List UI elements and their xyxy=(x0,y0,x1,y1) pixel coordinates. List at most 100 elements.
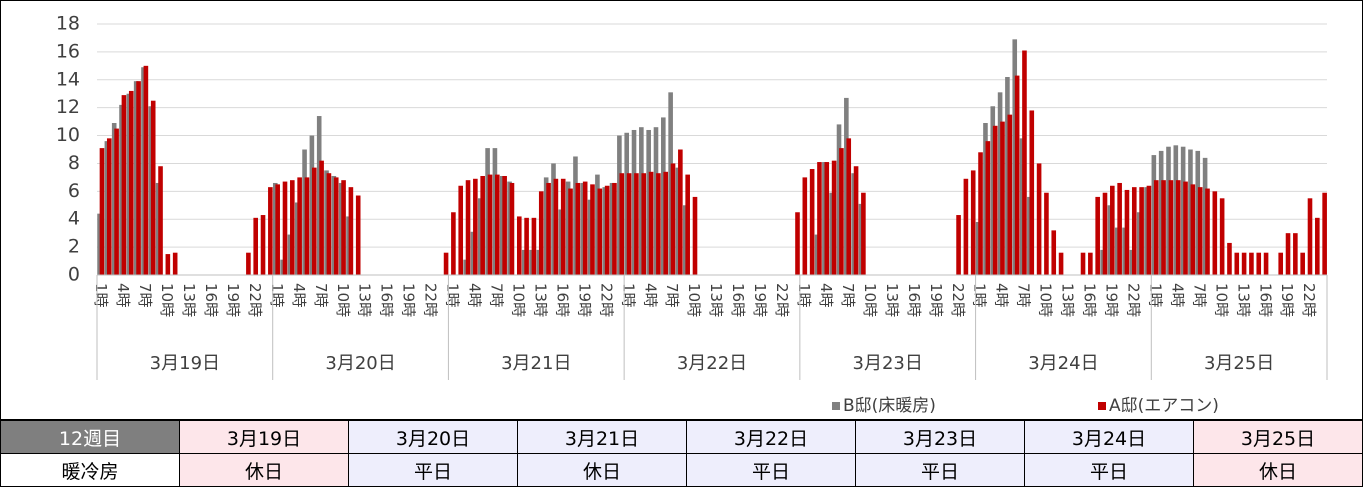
bar xyxy=(573,156,578,275)
bar xyxy=(858,203,864,275)
bar xyxy=(963,178,969,275)
table-cell: 3月25日 xyxy=(1193,420,1363,454)
bar xyxy=(624,132,630,275)
x-tick-label: 4時 xyxy=(290,283,308,308)
bar xyxy=(1227,242,1232,275)
table-cell: 3月20日 xyxy=(348,420,518,454)
legend-label: B邸(床暖房) xyxy=(843,396,936,416)
table-cell: 休日 xyxy=(1193,453,1363,487)
bar xyxy=(565,181,571,275)
bar xyxy=(1139,187,1144,275)
x-tick-label: 1時 xyxy=(92,283,110,308)
bar xyxy=(1197,187,1203,275)
bar xyxy=(451,212,456,275)
table-cell: 3月22日 xyxy=(686,420,856,454)
bar xyxy=(97,213,102,275)
bar xyxy=(653,127,659,275)
bar xyxy=(846,138,852,275)
bar xyxy=(458,185,464,275)
bar xyxy=(509,182,515,275)
bar xyxy=(817,162,822,275)
schedule-table: 12週目 3月19日 3月20日 3月21日 3月22日 3月23日 3月24日 3月25日 … xyxy=(0,420,1363,487)
bar xyxy=(560,178,566,275)
bar xyxy=(678,149,683,275)
bar xyxy=(302,149,307,275)
bar xyxy=(575,182,581,275)
bar xyxy=(997,92,1003,275)
table-cell: 暖冷房 xyxy=(0,453,180,487)
bar xyxy=(1058,252,1064,275)
x-tick-label: 1時 xyxy=(619,283,637,308)
bar xyxy=(675,167,681,275)
x-tick-label: 19時 xyxy=(224,283,242,317)
group-label: 3月23日 xyxy=(853,353,923,374)
bar xyxy=(641,173,647,275)
x-tick-label: 19時 xyxy=(751,283,769,317)
bar xyxy=(1114,227,1120,275)
bar xyxy=(802,177,808,275)
x-tick-label: 13時 xyxy=(531,283,549,317)
bar xyxy=(1180,146,1186,275)
bar xyxy=(516,216,522,275)
bar xyxy=(839,148,844,275)
x-tick-label: 22時 xyxy=(246,283,264,317)
bar xyxy=(485,148,490,275)
bar xyxy=(297,177,302,275)
y-tick-label: 0 xyxy=(68,264,80,286)
bar xyxy=(465,180,471,275)
bar xyxy=(341,180,346,275)
bar xyxy=(495,174,500,275)
bar xyxy=(331,175,337,275)
bar xyxy=(1124,189,1130,275)
bar xyxy=(602,187,608,275)
bar xyxy=(150,100,156,275)
bar xyxy=(524,217,529,275)
bar xyxy=(1080,252,1086,275)
bar xyxy=(1256,252,1262,275)
x-tick-label: 16時 xyxy=(729,283,747,317)
x-tick-label: 19時 xyxy=(575,283,593,317)
bar xyxy=(1151,155,1157,275)
bar xyxy=(1095,196,1100,275)
bar xyxy=(983,123,988,275)
x-tick-label: 22時 xyxy=(422,283,440,317)
x-tick-label: 1時 xyxy=(1146,283,1164,308)
bar xyxy=(646,129,651,275)
bar xyxy=(582,181,588,275)
table-cell: 3月24日 xyxy=(1024,420,1194,454)
bar xyxy=(333,177,339,275)
x-tick-label: 7時 xyxy=(488,283,506,308)
x-tick-label: 10時 xyxy=(685,283,703,317)
bar xyxy=(268,187,273,275)
bar xyxy=(634,173,639,275)
x-tick-label: 19時 xyxy=(1278,283,1296,317)
bar xyxy=(1029,110,1035,275)
group-label: 3月20日 xyxy=(325,353,395,374)
y-tick-label: 6 xyxy=(68,180,80,202)
bar xyxy=(290,180,295,275)
x-tick-label: 4時 xyxy=(641,283,659,308)
x-tick-label: 1時 xyxy=(795,283,813,308)
bar xyxy=(822,162,827,275)
bar xyxy=(1234,252,1240,275)
bar xyxy=(148,106,154,276)
x-tick-label: 7時 xyxy=(663,283,681,308)
bar xyxy=(1110,185,1115,275)
bar xyxy=(1146,185,1152,275)
bar xyxy=(502,175,507,275)
bar xyxy=(1022,50,1027,275)
bar xyxy=(668,92,673,275)
bar xyxy=(1012,39,1018,275)
x-tick-label: 22時 xyxy=(1124,283,1142,317)
x-tick-label: 10時 xyxy=(509,283,527,317)
y-tick-label: 10 xyxy=(56,124,80,146)
bar xyxy=(1117,182,1122,275)
bar xyxy=(992,125,998,276)
x-tick-label: 19時 xyxy=(400,283,418,317)
x-tick-label: 4時 xyxy=(817,283,835,308)
bar xyxy=(348,187,354,275)
bar xyxy=(617,135,622,275)
bar xyxy=(1044,192,1049,275)
group-label: 3月24日 xyxy=(1028,353,1098,374)
bar xyxy=(809,169,815,275)
